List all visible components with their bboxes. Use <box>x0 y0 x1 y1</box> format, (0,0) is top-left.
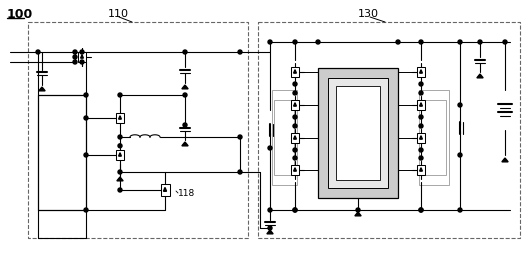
Circle shape <box>419 124 423 128</box>
Circle shape <box>419 91 423 95</box>
Circle shape <box>419 148 423 152</box>
Bar <box>318 68 398 198</box>
Polygon shape <box>39 87 45 91</box>
Circle shape <box>419 40 423 44</box>
Polygon shape <box>81 55 83 58</box>
Circle shape <box>293 82 297 86</box>
Circle shape <box>419 156 423 160</box>
Circle shape <box>293 124 297 128</box>
Polygon shape <box>293 136 297 139</box>
Polygon shape <box>163 187 166 191</box>
Circle shape <box>73 60 77 64</box>
Circle shape <box>419 208 423 212</box>
Circle shape <box>419 115 423 119</box>
Bar <box>116 150 124 160</box>
Circle shape <box>183 93 187 97</box>
Circle shape <box>238 170 242 174</box>
Polygon shape <box>119 153 121 156</box>
Circle shape <box>293 208 297 212</box>
Bar <box>116 113 124 123</box>
Polygon shape <box>419 103 423 106</box>
Polygon shape <box>419 168 423 171</box>
Polygon shape <box>502 158 508 162</box>
Circle shape <box>293 208 297 212</box>
Circle shape <box>80 50 84 54</box>
Circle shape <box>268 146 272 150</box>
Circle shape <box>293 91 297 95</box>
Polygon shape <box>477 74 483 78</box>
Polygon shape <box>117 177 123 181</box>
Circle shape <box>316 40 320 44</box>
Bar <box>328 78 388 188</box>
Polygon shape <box>182 85 188 89</box>
Bar <box>161 184 170 196</box>
Polygon shape <box>267 230 273 234</box>
Bar <box>419 90 449 185</box>
Circle shape <box>36 50 40 54</box>
Circle shape <box>458 153 462 157</box>
Polygon shape <box>355 212 361 216</box>
Circle shape <box>118 135 122 139</box>
Bar <box>291 165 299 175</box>
Circle shape <box>396 40 400 44</box>
Text: 118: 118 <box>178 188 195 198</box>
Text: 100: 100 <box>7 8 33 21</box>
Circle shape <box>293 148 297 152</box>
Circle shape <box>356 208 360 212</box>
Circle shape <box>118 188 122 192</box>
Bar <box>417 67 425 77</box>
Polygon shape <box>182 142 188 146</box>
Circle shape <box>268 226 272 230</box>
Bar <box>417 100 425 110</box>
Circle shape <box>183 50 187 54</box>
Bar <box>38 95 86 210</box>
Circle shape <box>183 123 187 127</box>
Circle shape <box>84 153 88 157</box>
Circle shape <box>458 40 462 44</box>
Bar <box>336 86 380 180</box>
Circle shape <box>293 40 297 44</box>
Circle shape <box>73 55 77 59</box>
Circle shape <box>118 93 122 97</box>
Circle shape <box>268 208 272 212</box>
Bar <box>291 133 299 143</box>
Circle shape <box>293 156 297 160</box>
Circle shape <box>419 82 423 86</box>
Circle shape <box>84 116 88 120</box>
Circle shape <box>238 50 242 54</box>
Bar <box>291 100 299 110</box>
Polygon shape <box>293 70 297 73</box>
Bar <box>417 165 425 175</box>
Circle shape <box>118 144 122 148</box>
Circle shape <box>293 115 297 119</box>
Circle shape <box>419 208 423 212</box>
Circle shape <box>80 60 84 64</box>
Bar <box>272 90 297 185</box>
Circle shape <box>458 103 462 107</box>
Bar <box>291 67 299 77</box>
Circle shape <box>118 170 122 174</box>
Polygon shape <box>419 136 423 139</box>
Bar <box>274 100 294 175</box>
Polygon shape <box>293 103 297 106</box>
Circle shape <box>84 208 88 212</box>
Circle shape <box>84 93 88 97</box>
Polygon shape <box>419 70 423 73</box>
Circle shape <box>458 208 462 212</box>
Text: 130: 130 <box>358 9 379 19</box>
Bar <box>78 52 86 62</box>
Text: 110: 110 <box>108 9 129 19</box>
Circle shape <box>268 40 272 44</box>
Bar <box>421 100 446 175</box>
Circle shape <box>73 50 77 54</box>
Polygon shape <box>293 168 297 171</box>
Bar <box>417 133 425 143</box>
Circle shape <box>478 40 482 44</box>
Circle shape <box>503 40 507 44</box>
Polygon shape <box>119 116 121 119</box>
Circle shape <box>238 135 242 139</box>
